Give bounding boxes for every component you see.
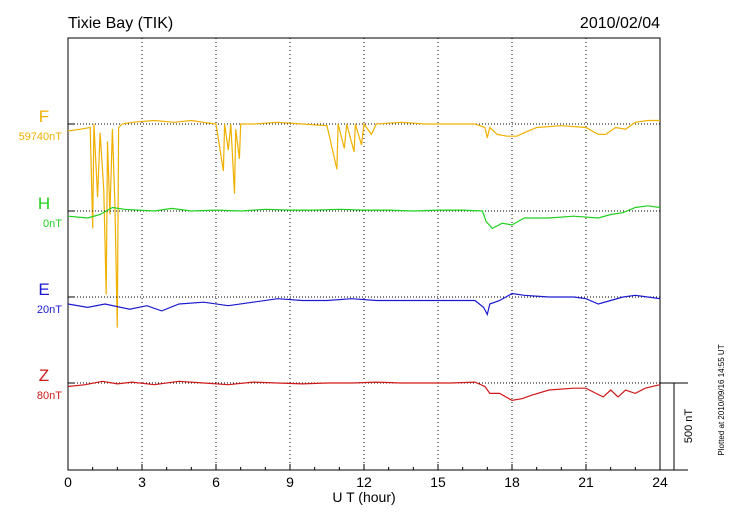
x-tick-label-3: 3 xyxy=(138,474,146,490)
series-line-z xyxy=(67,380,661,402)
series-baseline-z: 80nT xyxy=(37,390,62,402)
series-labels: F 59740nT H 0nT E 20nT Z 80nT xyxy=(19,107,74,402)
chart-date: 2010/02/04 xyxy=(580,15,660,32)
series-group xyxy=(67,119,661,402)
x-tick-label-6: 6 xyxy=(212,474,220,490)
plotted-note: Plotted at 2010/09/16 14:55 UT xyxy=(717,344,726,455)
x-tick-label-21: 21 xyxy=(578,474,594,490)
series-name-e: E xyxy=(38,280,49,299)
x-tick-label-9: 9 xyxy=(286,474,294,490)
scale-bar-label: 500 nT xyxy=(683,409,695,444)
series-name-h: H xyxy=(38,194,50,213)
x-tick-label-15: 15 xyxy=(430,474,446,490)
series-line-h xyxy=(67,205,661,230)
x-tick-label-0: 0 xyxy=(64,474,72,490)
x-tick-label-12: 12 xyxy=(356,474,372,490)
x-axis-label: U T (hour) xyxy=(332,489,395,505)
series-name-z: Z xyxy=(39,366,49,385)
series-baseline-f: 59740nT xyxy=(19,131,63,143)
x-tick-label-24: 24 xyxy=(652,474,668,490)
chart-title: Tixie Bay (TIK) xyxy=(68,15,173,32)
series-baseline-e: 20nT xyxy=(37,304,62,316)
x-ticks: 0 3 6 9 12 15 18 21 24 xyxy=(64,464,668,490)
scale-bar: 500 nT xyxy=(660,382,695,471)
series-line-f xyxy=(67,119,660,328)
series-baseline-h: 0nT xyxy=(43,218,62,230)
series-name-f: F xyxy=(39,107,49,126)
x-tick-label-18: 18 xyxy=(504,474,520,490)
series-line-e xyxy=(67,292,661,317)
grid-lines xyxy=(141,38,587,470)
